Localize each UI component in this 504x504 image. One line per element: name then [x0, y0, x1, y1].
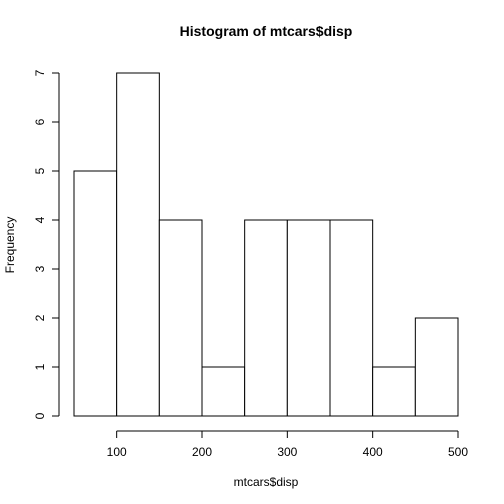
- histogram-bar: [414, 317, 459, 417]
- histogram-bar: [329, 219, 374, 417]
- y-axis: 0 1 2 3 4 5 6 7: [33, 69, 60, 419]
- histogram-bar: [158, 219, 203, 417]
- x-axis-label: mtcars$disp: [234, 475, 299, 489]
- histogram-bar: [73, 170, 118, 417]
- histogram-bar: [201, 366, 246, 417]
- y-tick-label: 1: [33, 363, 47, 370]
- x-tick-label: 100: [107, 445, 127, 459]
- y-tick-label: 3: [33, 265, 47, 272]
- x-tick-label: 300: [277, 445, 297, 459]
- y-tick-label: 2: [33, 314, 47, 321]
- histogram-bar: [116, 72, 160, 417]
- x-tick-label: 400: [363, 445, 383, 459]
- x-tick-label: 500: [448, 445, 468, 459]
- bars-group: [73, 72, 459, 417]
- y-tick-label: 7: [33, 69, 47, 76]
- x-tick-label: 200: [192, 445, 212, 459]
- chart-title: Histogram of mtcars$disp: [180, 23, 353, 39]
- y-axis-label: Frequency: [3, 217, 17, 274]
- histogram-bar: [372, 366, 416, 417]
- y-tick-label: 6: [33, 118, 47, 125]
- y-tick-label: 4: [33, 216, 47, 223]
- x-axis: 100 200 300 400 500: [107, 430, 468, 459]
- y-tick-label: 0: [33, 412, 47, 419]
- histogram-bar: [244, 219, 288, 417]
- y-tick-label: 5: [33, 167, 47, 174]
- histogram-bar: [286, 219, 331, 417]
